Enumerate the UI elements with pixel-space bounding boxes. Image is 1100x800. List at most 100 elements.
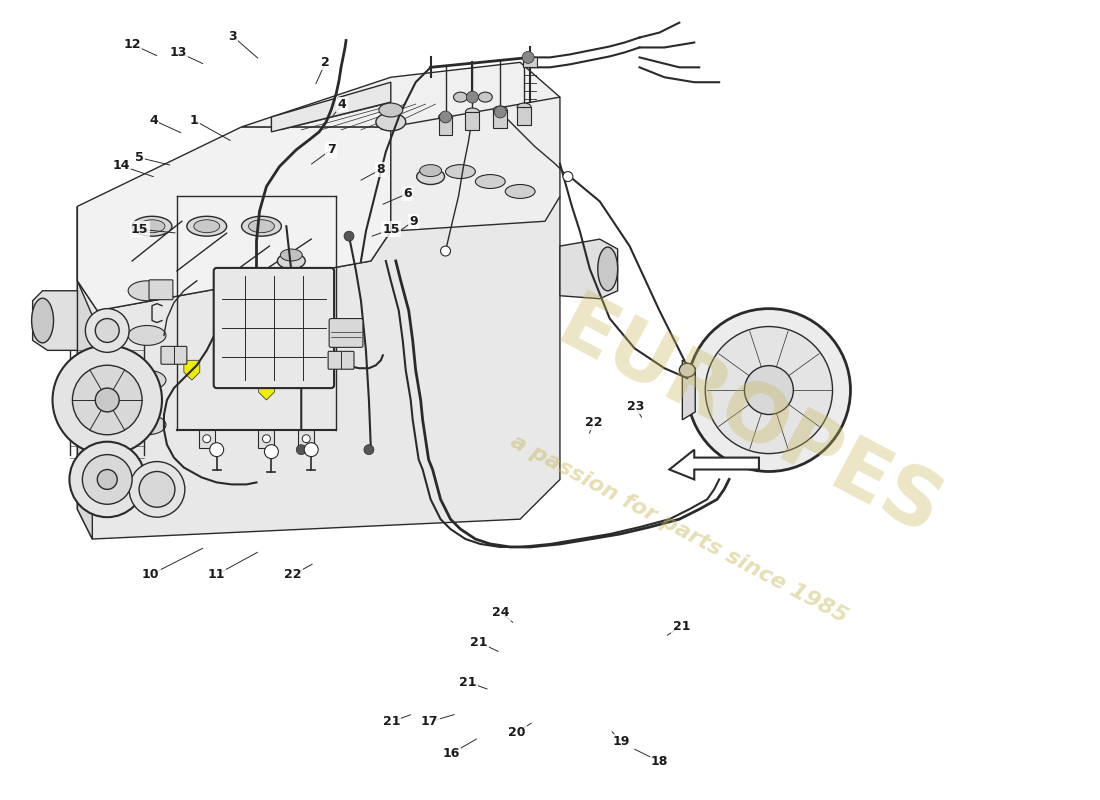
Text: 20: 20 bbox=[508, 726, 526, 738]
Ellipse shape bbox=[378, 103, 403, 117]
Ellipse shape bbox=[517, 103, 531, 111]
Circle shape bbox=[705, 326, 833, 454]
Ellipse shape bbox=[128, 370, 166, 390]
Circle shape bbox=[745, 366, 793, 414]
Circle shape bbox=[688, 309, 850, 471]
Text: EUROPES: EUROPES bbox=[544, 286, 954, 554]
Text: 21: 21 bbox=[470, 636, 487, 649]
Text: 12: 12 bbox=[123, 38, 141, 50]
Text: 4: 4 bbox=[338, 98, 346, 111]
Ellipse shape bbox=[132, 216, 172, 236]
Polygon shape bbox=[682, 360, 695, 420]
Ellipse shape bbox=[453, 92, 468, 102]
Polygon shape bbox=[272, 82, 390, 132]
Circle shape bbox=[82, 454, 132, 504]
Ellipse shape bbox=[475, 174, 505, 189]
Ellipse shape bbox=[280, 249, 302, 261]
Ellipse shape bbox=[139, 220, 165, 233]
Text: 4: 4 bbox=[150, 114, 158, 127]
Ellipse shape bbox=[249, 220, 274, 233]
FancyBboxPatch shape bbox=[161, 346, 187, 364]
Circle shape bbox=[129, 462, 185, 517]
Circle shape bbox=[466, 91, 478, 103]
Ellipse shape bbox=[478, 92, 493, 102]
Ellipse shape bbox=[376, 113, 406, 131]
Bar bbox=[465, 112, 480, 130]
Circle shape bbox=[96, 388, 119, 412]
Text: 3: 3 bbox=[229, 30, 236, 42]
Text: 24: 24 bbox=[492, 606, 509, 619]
Text: 2: 2 bbox=[321, 56, 330, 69]
Circle shape bbox=[296, 445, 306, 454]
Polygon shape bbox=[670, 450, 759, 479]
Circle shape bbox=[494, 106, 506, 118]
Circle shape bbox=[344, 231, 354, 241]
FancyBboxPatch shape bbox=[213, 268, 334, 388]
Polygon shape bbox=[258, 380, 274, 400]
Bar bbox=[199, 430, 214, 448]
Circle shape bbox=[302, 434, 310, 442]
Text: 21: 21 bbox=[383, 715, 400, 728]
Polygon shape bbox=[33, 290, 77, 350]
Ellipse shape bbox=[446, 165, 475, 178]
Text: 10: 10 bbox=[142, 568, 160, 582]
Circle shape bbox=[73, 366, 142, 434]
Text: 21: 21 bbox=[672, 620, 690, 633]
Ellipse shape bbox=[277, 253, 305, 269]
Text: a passion for parts since 1985: a passion for parts since 1985 bbox=[507, 431, 851, 627]
Text: 22: 22 bbox=[585, 416, 603, 429]
Circle shape bbox=[264, 445, 278, 458]
Circle shape bbox=[69, 442, 145, 517]
Text: 15: 15 bbox=[383, 222, 400, 236]
Circle shape bbox=[263, 434, 271, 442]
Ellipse shape bbox=[680, 363, 695, 377]
Ellipse shape bbox=[32, 298, 54, 343]
Polygon shape bbox=[77, 197, 560, 539]
Ellipse shape bbox=[493, 106, 507, 114]
Polygon shape bbox=[77, 127, 390, 310]
Ellipse shape bbox=[128, 281, 166, 301]
Polygon shape bbox=[560, 239, 618, 298]
Circle shape bbox=[305, 442, 318, 457]
Polygon shape bbox=[77, 206, 92, 539]
Ellipse shape bbox=[242, 216, 282, 236]
Circle shape bbox=[202, 434, 211, 442]
Bar bbox=[493, 110, 507, 128]
Circle shape bbox=[210, 442, 223, 457]
Circle shape bbox=[522, 51, 535, 63]
Text: 18: 18 bbox=[651, 755, 668, 768]
Bar bbox=[298, 430, 315, 448]
Circle shape bbox=[96, 318, 119, 342]
Circle shape bbox=[440, 111, 451, 123]
Ellipse shape bbox=[417, 169, 444, 185]
Circle shape bbox=[86, 309, 129, 352]
Circle shape bbox=[441, 246, 451, 256]
Text: 1: 1 bbox=[190, 114, 199, 127]
FancyBboxPatch shape bbox=[328, 351, 354, 370]
Ellipse shape bbox=[597, 247, 618, 290]
Text: 15: 15 bbox=[131, 222, 149, 236]
Ellipse shape bbox=[465, 108, 480, 116]
Ellipse shape bbox=[194, 220, 220, 233]
Bar bbox=[258, 430, 274, 448]
Ellipse shape bbox=[128, 415, 166, 434]
Text: 16: 16 bbox=[443, 747, 460, 760]
Text: 5: 5 bbox=[135, 151, 144, 164]
Text: 13: 13 bbox=[169, 46, 187, 58]
Text: 23: 23 bbox=[627, 400, 645, 413]
Ellipse shape bbox=[439, 113, 452, 121]
Text: 21: 21 bbox=[459, 675, 476, 689]
Text: 8: 8 bbox=[376, 163, 385, 176]
Text: 17: 17 bbox=[421, 715, 439, 728]
Text: 19: 19 bbox=[613, 735, 630, 748]
Bar bbox=[524, 58, 537, 67]
Circle shape bbox=[364, 445, 374, 454]
FancyBboxPatch shape bbox=[148, 280, 173, 300]
Polygon shape bbox=[242, 62, 560, 127]
Bar bbox=[517, 107, 531, 125]
Bar bbox=[439, 117, 452, 135]
Circle shape bbox=[139, 471, 175, 507]
Ellipse shape bbox=[420, 165, 441, 177]
Polygon shape bbox=[390, 97, 560, 231]
Text: 14: 14 bbox=[112, 159, 130, 172]
